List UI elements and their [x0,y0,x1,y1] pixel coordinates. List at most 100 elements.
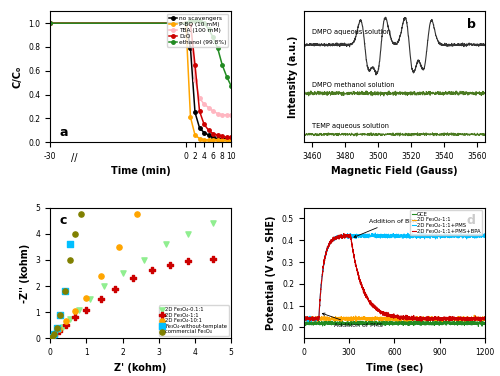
TBA (100 mM) [188,21,194,26]
no scavengers [206,133,212,137]
TBA (100 mM) [192,78,198,82]
2D Fe₃O₄-1:1+PMS+BPA [314,314,320,319]
Line: 2D Fe₃O₄-1:1+PMS: 2D Fe₃O₄-1:1+PMS [304,233,485,322]
no scavengers [201,130,207,135]
2D Fe₃O₄-1:1 [130,275,138,281]
Text: TEMP aqueous solution: TEMP aqueous solution [312,123,389,129]
2D Fe₃O₄-0.1:1 [54,329,61,335]
Legend: 2D Fe₃O₄-0.1:1, 2D Fe₃O₄-1:1, 2D Fe₃O₄-10:1, Fe₃O₄-without-template, commercial : 2D Fe₃O₄-0.1:1, 2D Fe₃O₄-1:1, 2D Fe₃O₄-1… [159,305,228,336]
Fe₃O₄-without-template [52,325,60,331]
2D Fe₃O₄-1:1 [209,256,217,262]
D₂O [214,133,220,137]
Fe₃O₄-without-template [56,312,64,318]
TBA (100 mM) [219,112,225,117]
Y-axis label: C/C₀: C/C₀ [12,65,22,88]
no scavengers [210,135,216,139]
2D Fe₃O₄-1:1+PMS [315,317,321,321]
2D Fe₃O₄-1:1+PMS [320,262,326,266]
2D Fe₃O₄-1:1+PMS+BPA [454,316,460,320]
2D Fe₃O₄-0.1:1 [100,283,108,289]
TBA (100 mM) [210,109,216,114]
2D Fe₃O₄-1:1+PMS+BPA [383,310,389,314]
ethanol (99.8%) [219,62,225,67]
no scavengers [183,21,189,26]
ethanol (99.8%) [224,74,230,79]
Fe₃O₄-without-template [60,288,68,294]
ethanol (99.8%) [47,21,53,26]
2D Fe₃O₄-1:1+PMS [482,232,488,236]
2D Fe₃O₄-1:1+PMS [418,230,424,235]
no scavengers [47,21,53,26]
P-BQ (10 mM) [201,138,207,142]
ethanol (99.8%) [188,18,194,23]
ethanol (99.8%) [210,35,216,40]
no scavengers [192,110,198,115]
TBA (100 mM) [206,105,212,110]
2D Fe₃O₄-1:1 [82,306,90,312]
2D Fe₃O₄-1:1+PMS [305,320,311,324]
commercial Fe₃O₄ [52,325,60,331]
Text: Addition of BPA: Addition of BPA [354,219,416,237]
TBA (100 mM) [47,21,53,26]
D₂O [224,135,230,139]
2D Fe₃O₄-10:1 [50,332,58,338]
2D Fe₃O₄-0.1:1 [50,332,58,338]
2D Fe₃O₄-1:1 [62,322,70,328]
commercial Fe₃O₄ [66,257,74,263]
2D Fe₃O₄-1:1 [472,313,478,317]
D₂O [192,62,198,67]
2D Fe₃O₄-1:1 [383,318,389,323]
ethanol (99.8%) [196,18,202,23]
GCE [326,321,332,326]
2D Fe₃O₄-1:1 [72,314,80,320]
D₂O [210,132,216,136]
2D Fe₃O₄-10:1 [62,318,70,324]
2D Fe₃O₄-1:1 [439,319,445,324]
2D Fe₃O₄-0.1:1 [58,324,66,330]
2D Fe₃O₄-0.1:1 [184,231,192,237]
2D Fe₃O₄-1:1 [48,334,56,340]
Text: c: c [59,214,66,227]
commercial Fe₃O₄ [48,334,56,340]
2D Fe₃O₄-1:1+PMS+BPA [320,263,326,267]
no scavengers [196,126,202,130]
2D Fe₃O₄-10:1 [55,326,63,332]
2D Fe₃O₄-1:1 [97,296,105,302]
Text: //: // [71,153,78,163]
commercial Fe₃O₄ [72,231,80,237]
2D Fe₃O₄-1:1 [166,262,173,268]
2D Fe₃O₄-10:1 [82,295,90,301]
ethanol (99.8%) [192,18,198,23]
Legend: no scavengers, P-BQ (10 mM), TBA (100 mM), D₂O, ethanol (99.8%): no scavengers, P-BQ (10 mM), TBA (100 mM… [167,14,228,47]
Y-axis label: Intensity (a.u.): Intensity (a.u.) [288,35,298,118]
Text: a: a [59,126,68,139]
2D Fe₃O₄-1:1 [184,258,192,264]
2D Fe₃O₄-1:1 [326,317,332,321]
GCE [482,321,488,326]
D₂O [47,21,53,26]
P-BQ (10 mM) [224,138,230,142]
P-BQ (10 mM) [210,138,216,142]
2D Fe₃O₄-10:1 [133,211,141,217]
2D Fe₃O₄-1:1+PMS [300,315,306,320]
Line: P-BQ (10 mM): P-BQ (10 mM) [48,21,233,141]
ethanol (99.8%) [206,27,212,31]
no scavengers [188,46,194,50]
P-BQ (10 mM) [192,133,198,137]
2D Fe₃O₄-1:1 [482,315,488,320]
Line: no scavengers: no scavengers [48,21,233,140]
2D Fe₃O₄-10:1 [115,244,123,250]
Line: TBA (100 mM): TBA (100 mM) [48,21,233,117]
2D Fe₃O₄-0.1:1 [48,334,56,340]
2D Fe₃O₄-1:1+PMS+BPA [326,243,332,247]
Text: d: d [467,214,475,227]
2D Fe₃O₄-1:1+PMS+BPA [482,317,488,321]
ethanol (99.8%) [201,21,207,26]
2D Fe₃O₄-0.1:1 [118,270,126,276]
Text: b: b [467,18,475,31]
TBA (100 mM) [224,112,230,117]
2D Fe₃O₄-1:1 [148,267,156,273]
2D Fe₃O₄-1:1 [55,328,63,334]
2D Fe₃O₄-1:1+PMS+BPA [340,231,346,236]
X-axis label: Time (min): Time (min) [111,167,170,176]
